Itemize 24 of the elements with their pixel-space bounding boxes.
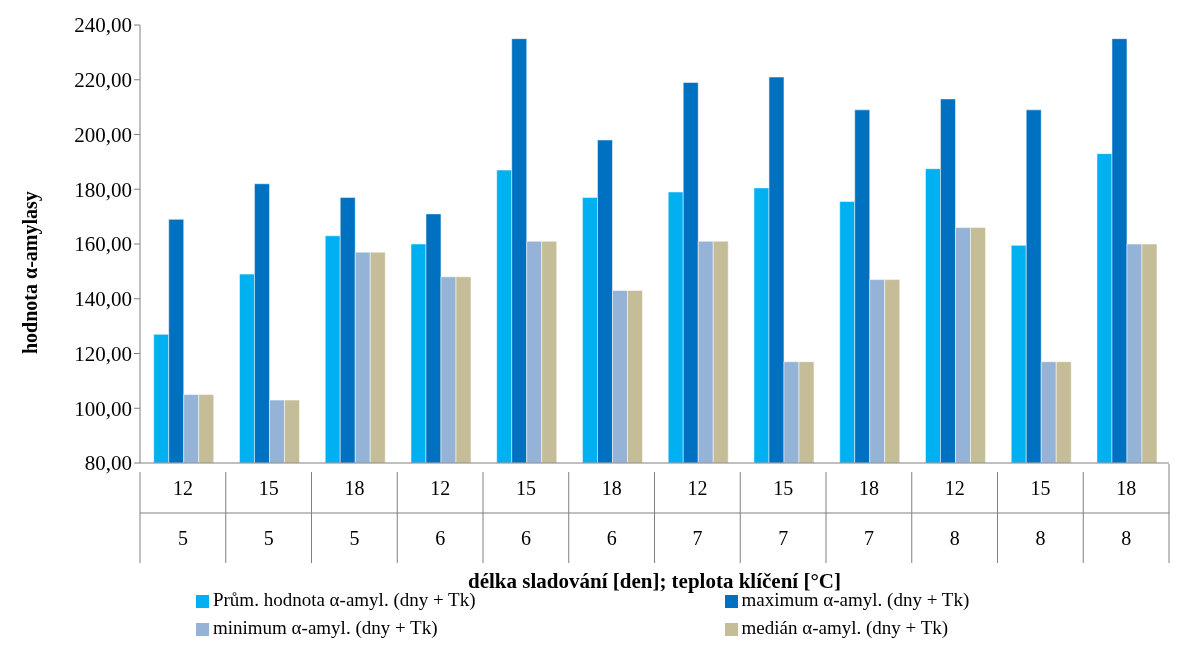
y-tick-label: 180,00 (74, 177, 132, 202)
y-tick-label: 80,00 (84, 451, 132, 476)
legend-label: minimum α-amyl. (dny + Tk) (212, 617, 438, 638)
category-label: 15 8 (1030, 477, 1051, 549)
y-tick-label: 120,00 (74, 341, 132, 366)
category-label: 12 6 (430, 477, 451, 549)
category-label: 18 8 (1116, 477, 1137, 549)
category-label: 12 5 (172, 477, 193, 549)
y-tick-label: 160,00 (74, 232, 132, 257)
y-tick-label: 140,00 (74, 287, 132, 312)
y-tick-label: 240,00 (74, 13, 132, 38)
category-label: 15 5 (258, 477, 279, 549)
category-label: 12 8 (944, 477, 965, 549)
category-label: 15 7 (773, 477, 794, 549)
y-tick-label: 200,00 (74, 122, 132, 147)
y-tick-label: 220,00 (74, 68, 132, 93)
category-label: 15 6 (515, 477, 536, 549)
y-tick-label: 100,00 (74, 396, 132, 421)
category-label: 18 7 (858, 477, 879, 549)
category-label: 12 7 (687, 477, 708, 549)
y-axis-title: hodnota α-amylasy (19, 191, 43, 354)
category-label: 18 5 (344, 477, 365, 549)
legend-label: medián α-amyl. (dny + Tk) (741, 617, 949, 638)
category-label: 18 6 (601, 477, 622, 549)
